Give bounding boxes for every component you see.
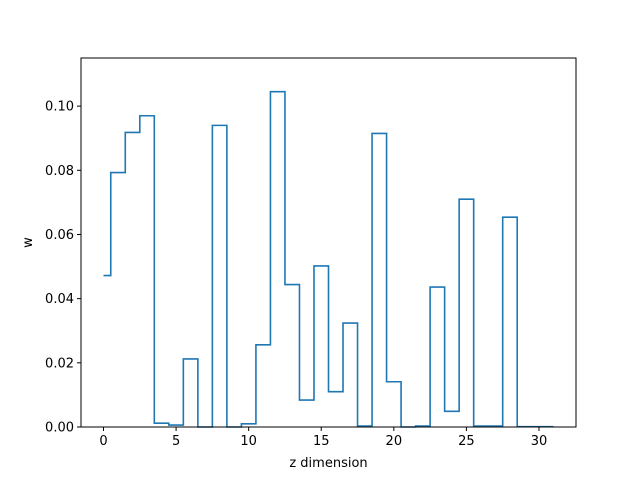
x-tick-label: 5 <box>172 434 180 449</box>
y-tick-label: 0.04 <box>45 292 74 307</box>
y-tick-label: 0.06 <box>45 228 74 243</box>
x-tick-label: 10 <box>240 434 257 449</box>
y-tick-label: 0.00 <box>45 421 74 436</box>
x-tick-label: 25 <box>458 434 475 449</box>
plot-area: 0 5 10 15 20 25 30 0.00 0.02 0.04 0.06 0.08 0.10 <box>45 57 577 449</box>
x-axis-label: z dimension <box>289 456 367 471</box>
y-tick-label: 0.02 <box>45 356 74 371</box>
x-tick-label: 15 <box>313 434 330 449</box>
x-tick-label: 30 <box>531 434 548 449</box>
y-tick-label: 0.10 <box>45 100 74 115</box>
x-tick-label: 20 <box>386 434 403 449</box>
plot-frame <box>80 57 577 428</box>
series-step-line <box>103 90 554 428</box>
x-tick-label: 0 <box>99 434 107 449</box>
y-tick-label: 0.08 <box>45 164 74 179</box>
y-axis-label: w <box>21 237 36 248</box>
